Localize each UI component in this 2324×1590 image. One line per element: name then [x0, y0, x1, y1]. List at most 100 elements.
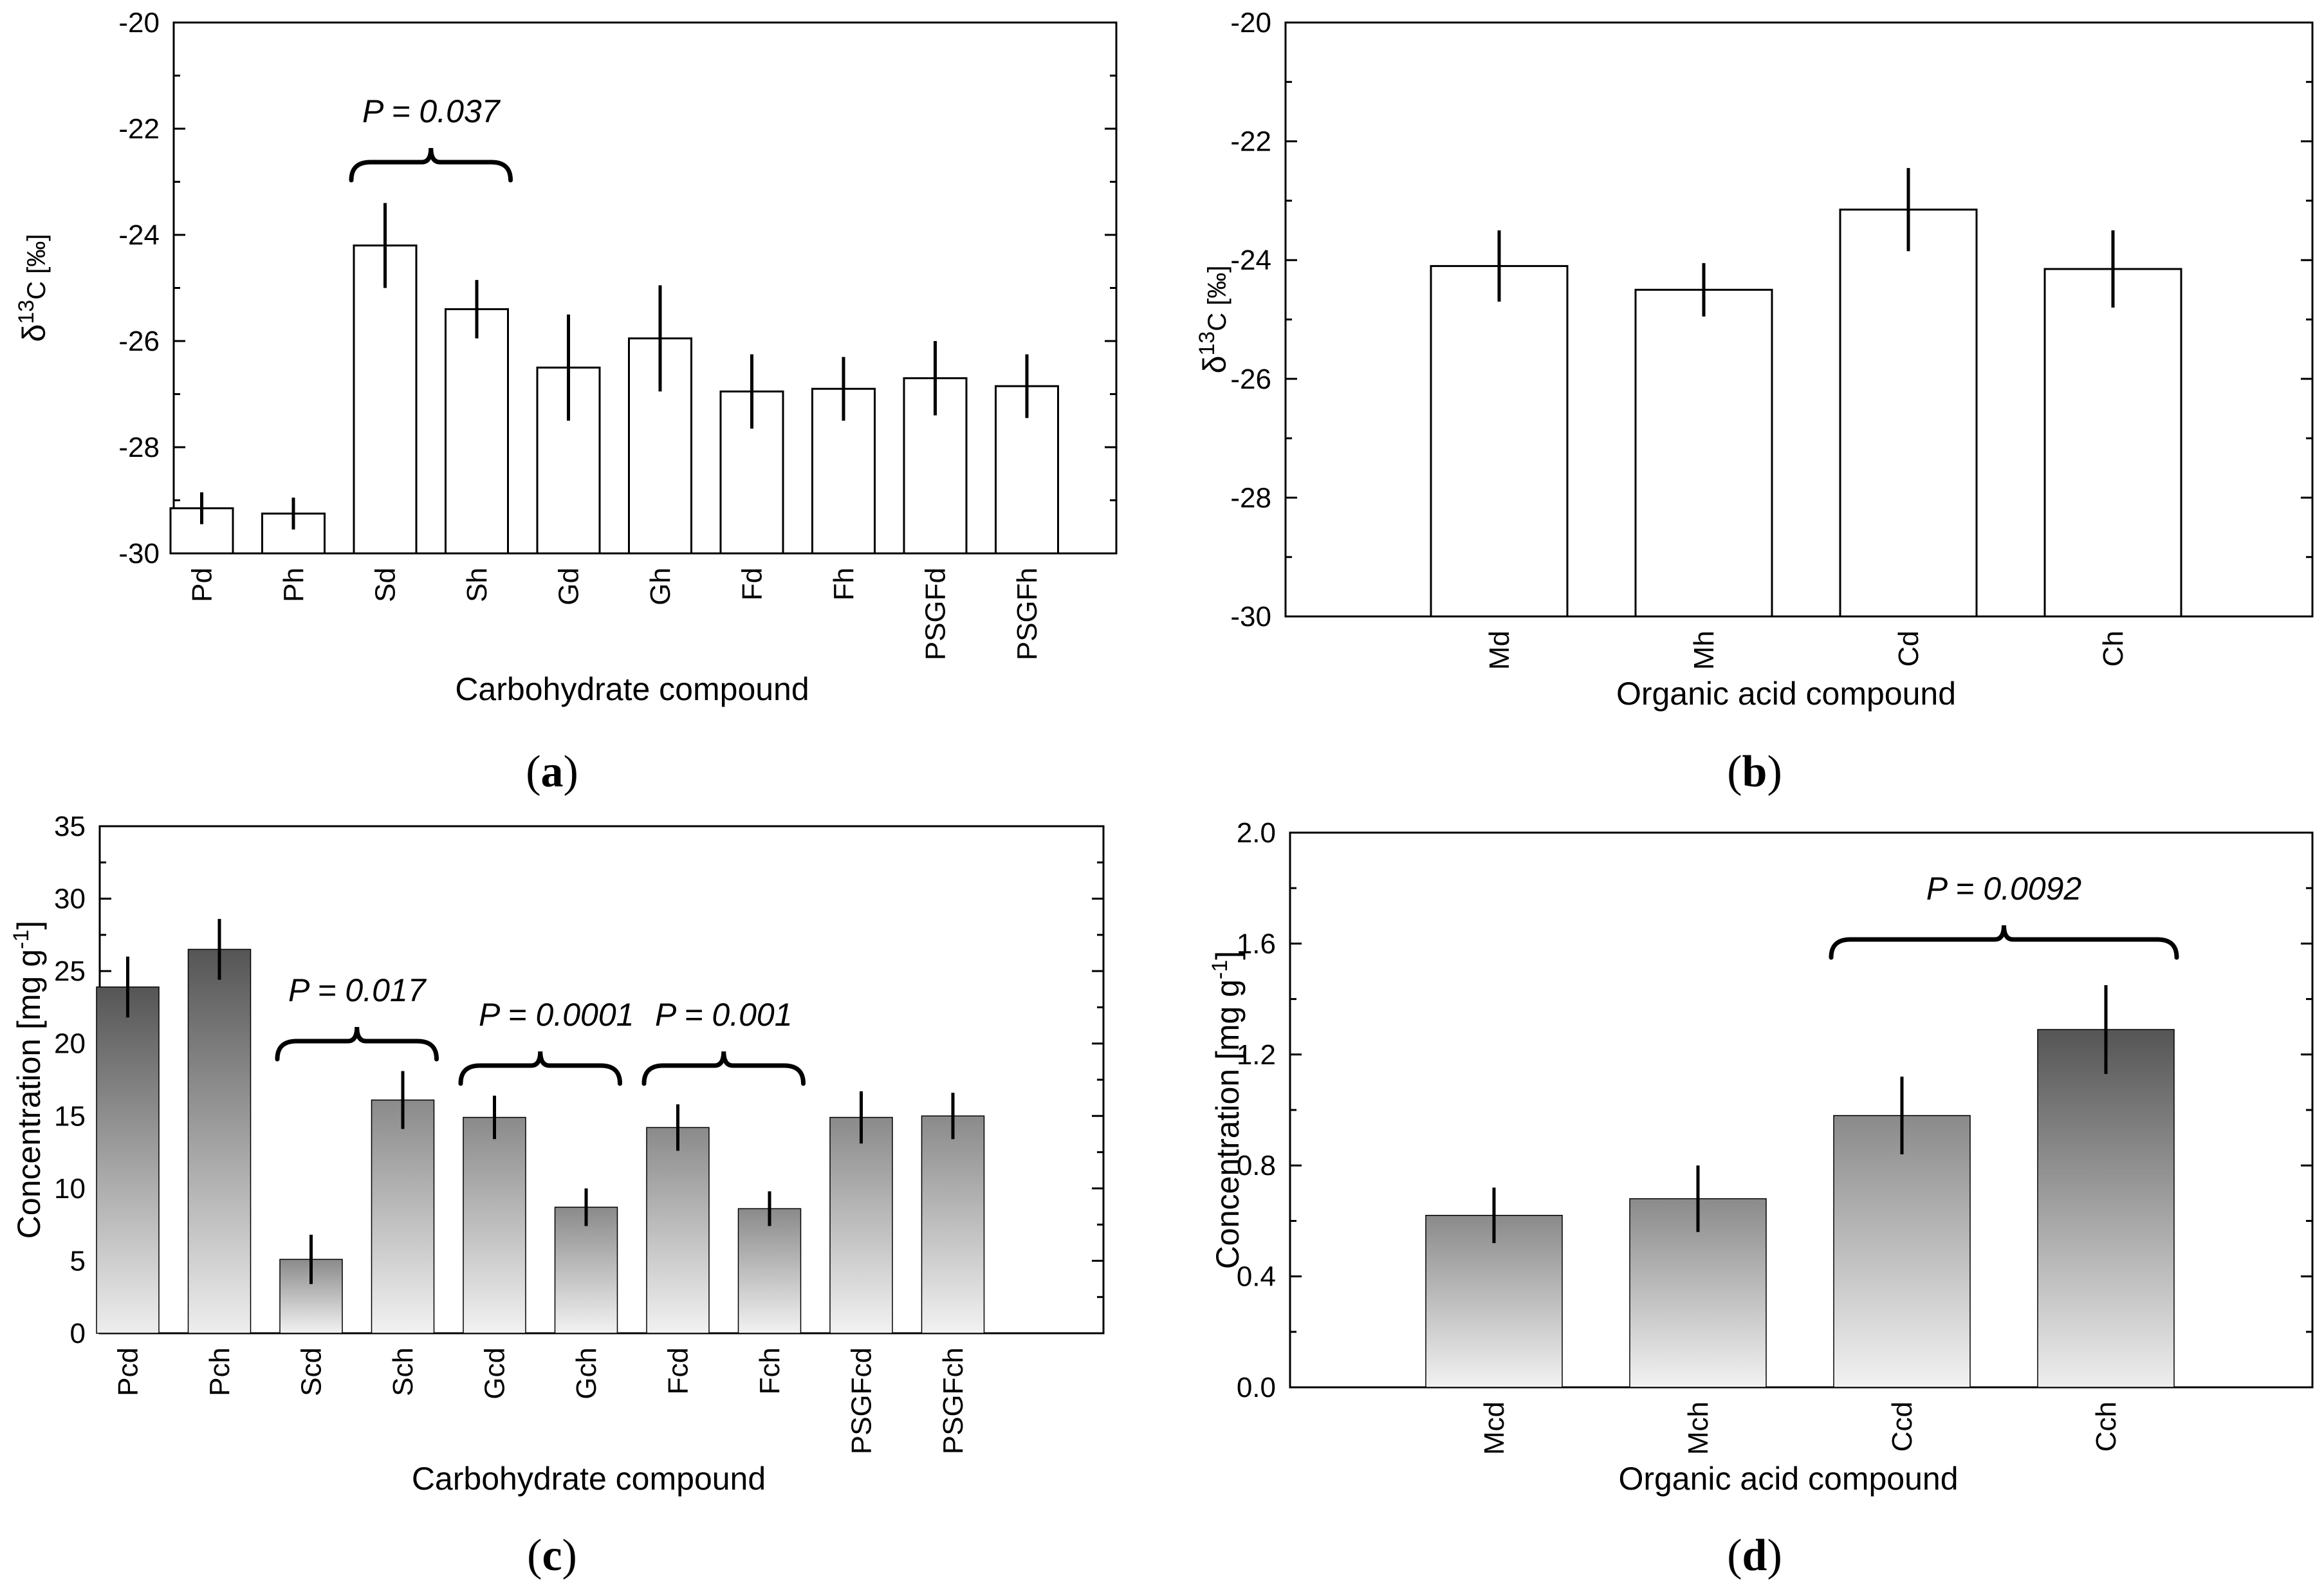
- y-tick-label: 0.0: [1237, 1372, 1276, 1403]
- bar-Mh: [1634, 288, 1773, 618]
- x-tick-label-Ph: Ph: [278, 568, 309, 602]
- caption-paren-close: ): [564, 747, 578, 797]
- y-tick-label: 25: [54, 956, 86, 987]
- panel-caption: (a): [526, 747, 578, 797]
- y-axis-label-rest: ]: [11, 921, 47, 930]
- p-value-label: P = 0.0092: [1926, 871, 2082, 907]
- caption-letter: b: [1742, 747, 1767, 797]
- bar-Fch: [737, 1208, 802, 1334]
- x-tick-label-Gd: Gd: [553, 568, 585, 605]
- bar-Pcd: [96, 986, 160, 1334]
- y-tick-label: 0: [70, 1318, 86, 1349]
- chart-panel-a: -30 -28 -26 -24 -22 -20 Pd Ph Sd Sh Gd Gh Fd Fh PSGFd P…: [14, 7, 1118, 797]
- bar-Fh: [811, 387, 876, 555]
- y-axis-label-rest: ]: [1210, 951, 1246, 960]
- x-tick-label-Sd: Sd: [370, 568, 401, 602]
- y-tick-label: -30: [118, 538, 160, 569]
- bar-Sch: [371, 1099, 435, 1334]
- y-tick-label: 35: [54, 811, 86, 842]
- significance-bracket: [275, 1026, 439, 1062]
- y-axis-label-main: δ: [1197, 356, 1233, 374]
- x-tick-label-Pd: Pd: [187, 568, 218, 602]
- y-axis-label-main: δ: [16, 324, 52, 342]
- x-tick-label-PSGFch: PSGFch: [937, 1347, 969, 1454]
- y-tick-label: -20: [1230, 7, 1271, 39]
- x-tick-label-Mh: Mh: [1688, 631, 1720, 670]
- y-tick-label: 0.8: [1237, 1150, 1276, 1181]
- x-tick-label-Ccd: Ccd: [1886, 1401, 1918, 1452]
- bar-Gcd: [463, 1116, 526, 1334]
- y-tick-label: -24: [1230, 245, 1271, 276]
- x-tick-label-Cch: Cch: [2090, 1401, 2122, 1452]
- y-axis-label-rest: C [‰]: [1203, 266, 1231, 331]
- caption-letter: a: [541, 747, 564, 797]
- chart-panel-b: -30 -28 -26 -24 -22 -20 Md Mh Cd Ch Organic acid c…: [1195, 7, 2314, 797]
- x-tick-label-Gcd: Gcd: [479, 1347, 511, 1400]
- panel-caption: (b): [1727, 747, 1782, 797]
- caption-paren-close: ): [1767, 1531, 1782, 1580]
- y-tick-label: -22: [1230, 126, 1271, 158]
- caption-letter: d: [1742, 1531, 1767, 1580]
- bar-Mcd: [1425, 1215, 1563, 1388]
- p-value-label: P = 0.001: [655, 997, 793, 1033]
- caption-paren-close: ): [1767, 747, 1782, 797]
- caption-paren-open: (: [1727, 747, 1742, 797]
- chart-panel-d: 0.0 0.4 0.8 1.2 1.6 2.0 Mcd Mch Ccd Cch Organic ac…: [1208, 817, 2314, 1580]
- caption-paren-open: (: [526, 747, 540, 797]
- bar-Ch: [2043, 268, 2182, 618]
- y-tick-label: -28: [118, 432, 160, 463]
- bar-Sd: [353, 245, 418, 555]
- y-axis-label: δ13C [‰]: [14, 234, 52, 342]
- x-tick-label-Pcd: Pcd: [113, 1347, 144, 1396]
- x-tick-label-Gch: Gch: [571, 1347, 602, 1400]
- y-axis-label-sup: -1: [9, 930, 33, 949]
- y-tick-label: -26: [118, 326, 160, 357]
- chart-panel-c: 0 5 10 15 20 25 30 35 Pcd Pch Scd Sch Gcd Gch Fcd Fch PS…: [9, 811, 1105, 1580]
- x-axis-label: Carbohydrate compound: [455, 671, 809, 707]
- x-tick-label-Sh: Sh: [461, 568, 493, 602]
- y-axis-label-sup: -1: [1208, 960, 1232, 979]
- x-tick-label-Fch: Fch: [754, 1347, 786, 1394]
- y-tick-label: -24: [118, 219, 160, 251]
- x-tick-label-Sch: Sch: [387, 1347, 419, 1396]
- x-tick-label-PSGFh: PSGFh: [1011, 568, 1043, 660]
- x-tick-label-Md: Md: [1484, 631, 1515, 670]
- x-tick-label-Mch: Mch: [1683, 1401, 1714, 1455]
- bar-Ccd: [1833, 1114, 1971, 1388]
- x-tick-label-Fd: Fd: [737, 568, 768, 600]
- y-tick-label: -26: [1230, 364, 1271, 395]
- bar-Cd: [1839, 208, 1978, 618]
- bar-PSGFcd: [829, 1116, 893, 1334]
- x-tick-label-PSGFcd: PSGFcd: [846, 1347, 878, 1454]
- caption-paren-open: (: [1727, 1531, 1742, 1580]
- y-axis-label: Concentration [mg g-1]: [1208, 951, 1246, 1269]
- x-tick-label-Cd: Cd: [1893, 631, 1924, 667]
- x-tick-label-Pch: Pch: [204, 1347, 235, 1396]
- bar-Pch: [187, 948, 252, 1334]
- x-tick-label-PSGFd: PSGFd: [920, 568, 952, 660]
- y-tick-label: -28: [1230, 482, 1271, 513]
- y-axis-label: δ13C [‰]: [1195, 266, 1233, 374]
- x-tick-label-Scd: Scd: [296, 1347, 327, 1396]
- x-tick-label-Mcd: Mcd: [1479, 1401, 1510, 1455]
- bar-Gch: [554, 1206, 618, 1334]
- bar-Sh: [445, 308, 509, 555]
- y-tick-label: 30: [54, 883, 86, 915]
- caption-letter: c: [542, 1531, 562, 1580]
- significance-bracket: [458, 1051, 622, 1086]
- significance-bracket: [1829, 925, 2179, 960]
- caption-paren-open: (: [527, 1531, 542, 1580]
- y-tick-label: 20: [54, 1028, 86, 1060]
- x-tick-label-Ch: Ch: [2098, 631, 2129, 667]
- x-axis-label: Organic acid compound: [1616, 676, 1956, 712]
- y-axis-label-rest: C [‰]: [23, 234, 51, 300]
- y-axis-label-sup: 13: [1195, 331, 1219, 356]
- y-tick-label: 5: [70, 1245, 86, 1277]
- panel-caption: (d): [1727, 1531, 1782, 1580]
- bar-PSGFch: [921, 1115, 985, 1334]
- y-axis-label-sup: 13: [14, 300, 39, 324]
- y-tick-label: 1.6: [1237, 928, 1276, 959]
- y-tick-label: 0.4: [1237, 1261, 1276, 1293]
- bar-Fcd: [646, 1127, 710, 1334]
